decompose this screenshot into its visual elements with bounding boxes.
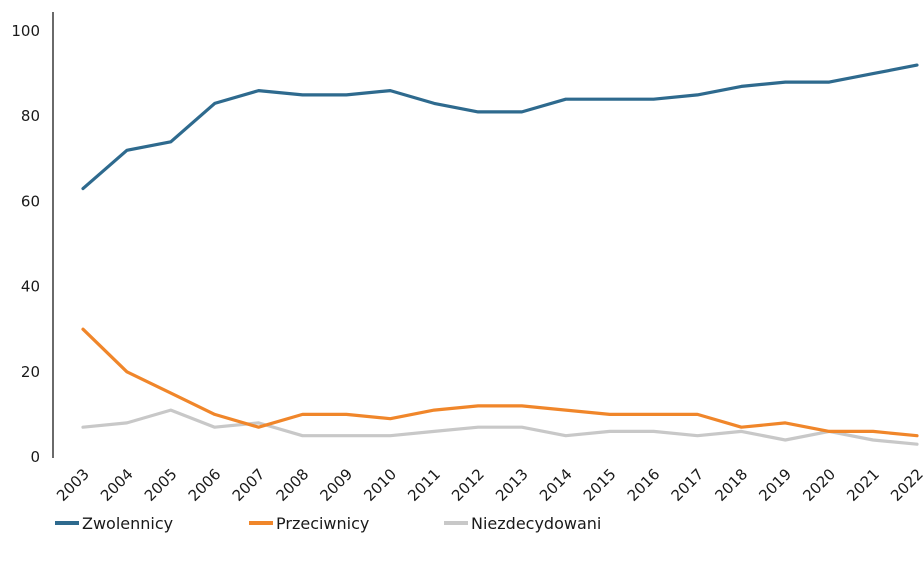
x-tick-label: 2007	[229, 465, 269, 505]
y-tick-label: 100	[11, 22, 40, 40]
y-tick-label: 40	[21, 278, 40, 296]
y-axis-ticks: 0 20 40 60 80 100	[11, 22, 40, 466]
x-tick-label: 2014	[536, 465, 576, 505]
series-line-przeciwnicy	[81, 327, 919, 438]
x-tick-label: 2004	[97, 465, 137, 505]
x-tick-label: 2008	[273, 465, 313, 505]
x-tick-label: 2016	[624, 465, 664, 505]
x-tick-label: 2021	[843, 465, 883, 505]
x-tick-label: 2006	[185, 465, 225, 505]
y-tick-label: 80	[21, 107, 40, 125]
x-tick-label: 2009	[316, 465, 356, 505]
x-tick-label: 2020	[799, 465, 839, 505]
x-tick-label: 2011	[404, 465, 444, 505]
y-tick-label: 20	[21, 363, 40, 381]
y-tick-label: 60	[21, 192, 40, 210]
legend-label-zwolennicy: Zwolennicy	[82, 514, 173, 533]
x-tick-label: 2013	[492, 465, 532, 505]
x-axis-ticks: 2003 2004 2005 2006 2007 2008 2009 2010 2011 2012…	[53, 465, 924, 505]
x-tick-label: 2019	[755, 465, 795, 505]
x-tick-label: 2010	[360, 465, 400, 505]
x-tick-label: 2012	[448, 465, 488, 505]
series-line-niezdecydowani	[81, 408, 919, 446]
legend-label-niezdecydowani: Niezdecydowani	[471, 514, 601, 533]
legend-label-przeciwnicy: Przeciwnicy	[276, 514, 369, 533]
x-tick-label: 2003	[53, 465, 93, 505]
x-tick-label: 2022	[887, 465, 924, 505]
series-line-zwolennicy	[81, 63, 919, 191]
x-tick-label: 2005	[141, 465, 181, 505]
series-layer	[81, 63, 919, 446]
legend: Zwolennicy Przeciwnicy Niezdecydowani	[55, 514, 601, 533]
x-tick-label: 2015	[580, 465, 620, 505]
x-tick-label: 2017	[668, 465, 708, 505]
x-tick-label: 2018	[712, 465, 752, 505]
y-tick-label: 0	[30, 448, 40, 466]
